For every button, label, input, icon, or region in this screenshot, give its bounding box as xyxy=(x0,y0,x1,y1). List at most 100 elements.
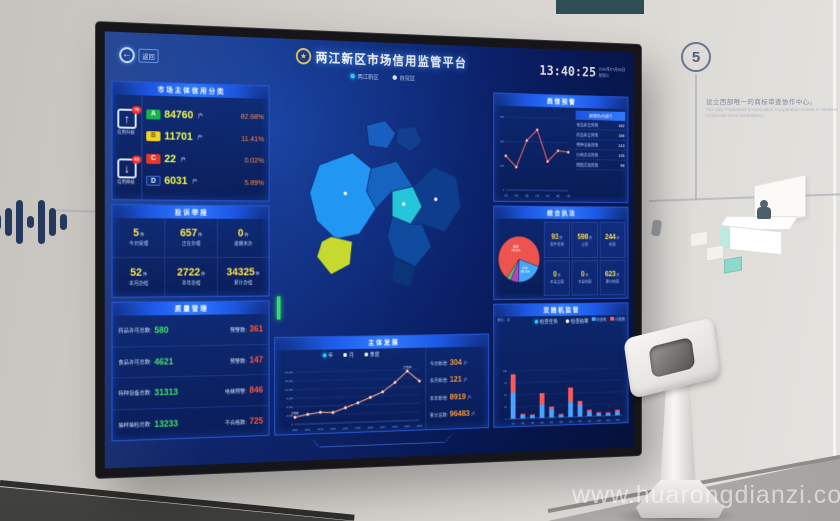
radio-dot-icon xyxy=(365,353,369,357)
complaint-panel: 投诉举报 5 件今日受理 657 件正在办理 0 件逾期未办 52 件本月办结 2722… xyxy=(112,204,270,298)
warning-label: 电梯预警: xyxy=(225,387,247,395)
development-chart-area: 年 月 季度 0 3,000 6,000 9,000 12,000 15,000 18,00… xyxy=(275,348,425,435)
svg-text:0: 0 xyxy=(503,188,505,192)
tile-unit: 件 xyxy=(589,235,592,240)
tile-label: 本月立案 xyxy=(550,279,564,285)
svg-text:6,000: 6,000 xyxy=(286,405,293,409)
list-value: 143 xyxy=(618,143,624,149)
mode-month[interactable]: 月 xyxy=(344,351,354,359)
wall-text-english: The only Trademark Examination Cooperati… xyxy=(706,107,838,119)
list-item[interactable]: 食品安全舆情 182 xyxy=(576,121,626,131)
list-item[interactable]: 价格违法舆情 126 xyxy=(576,151,626,161)
line-chart-svg: 01002003001月 2月 3月 4月 5月 6月 7月 xyxy=(496,109,572,199)
quality-value: 4621 xyxy=(154,356,173,366)
tab-liangjiang[interactable]: 两江新区 xyxy=(350,72,378,82)
illustration-person-body xyxy=(757,207,771,219)
tab-ftz[interactable]: 自贸区 xyxy=(393,73,416,82)
quality-label: 食品许可总数: xyxy=(118,358,151,367)
pie-chart-svg: 结案70.2%在办20.1% xyxy=(496,233,542,285)
cell-unit: 件 xyxy=(143,272,147,278)
stat-unit: 户 xyxy=(467,395,471,401)
svg-text:2020: 2020 xyxy=(417,423,423,427)
stat-row: 本月新增: 121 户 xyxy=(430,374,485,385)
toggle-tasks[interactable]: 检查任务 xyxy=(535,318,558,326)
mode-label: 季度 xyxy=(370,350,380,358)
credit-row-a: A 84760 户 82.68% xyxy=(146,108,264,123)
toggle-results[interactable]: 检查结果 xyxy=(566,317,589,325)
back-button[interactable]: ← 返回 xyxy=(119,47,158,64)
quality-label: 特种设备总数: xyxy=(118,389,151,398)
svg-text:200: 200 xyxy=(500,139,504,143)
grade-c-count: 22 xyxy=(164,153,176,165)
list-value: 182 xyxy=(618,123,624,129)
title-block: ★ 两江新区市场信用监管平台 xyxy=(296,47,467,71)
quality-label: 药品许可总数: xyxy=(118,326,151,334)
grade-b-percent: 11.41% xyxy=(241,134,264,143)
stat-row: 今日新增: 304 户 xyxy=(430,356,485,367)
cell-unit: 件 xyxy=(198,233,202,239)
milestone-number-badge: 5 xyxy=(681,42,711,72)
stat-value: 304 xyxy=(450,357,462,367)
stat-label: 本年新增: xyxy=(430,395,448,402)
sentiment-line-chart: 0 100 200 300 1月 2月 3月 4月 5月 6月 7月 xyxy=(494,105,573,201)
panel-body: 结案 70.2% 在办 20.1% 93 件案件受理 598 件立案 244 件结案 0件本… xyxy=(494,218,628,299)
enforcement-pie-chart: 结案 70.2% 在办 20.1% xyxy=(494,218,544,299)
list-value: 126 xyxy=(618,153,624,159)
stat-row: 累计总数: 96483 户 xyxy=(430,408,485,419)
mode-label: 年 xyxy=(328,351,333,359)
panel-title: 综合执法 xyxy=(494,206,628,219)
complaint-cell: 2722 件本年办结 xyxy=(166,257,218,296)
entity-development-panel: 主体发展 年 月 季度 0 3,000 6,000 9,000 12,000 15,000… xyxy=(274,333,489,435)
development-line-chart: 0 3,000 6,000 9,000 12,000 15,000 18,000 2010 20… xyxy=(275,359,425,435)
svg-text:2017: 2017 xyxy=(380,425,386,429)
stat-value: 8919 xyxy=(450,391,466,401)
warning-value: 147 xyxy=(249,354,263,364)
weekday-line: 星期三 xyxy=(598,73,625,80)
list-item[interactable]: 药品安全舆情 165 xyxy=(576,131,626,141)
map-region[interactable] xyxy=(366,120,395,148)
cell-unit: 件 xyxy=(201,272,205,278)
mode-label: 月 xyxy=(349,351,354,359)
kiosk-screen-slot xyxy=(648,337,695,379)
tile-unit: 件 xyxy=(558,273,561,279)
grade-b-badge: B xyxy=(146,131,160,141)
list-item[interactable]: 网络交易舆情 98 xyxy=(576,161,626,171)
panel-body: 年 月 季度 0 3,000 6,000 9,000 12,000 15,000 18,00… xyxy=(275,346,488,434)
grade-a-unit: 户 xyxy=(198,111,203,119)
map-region[interactable] xyxy=(310,152,376,239)
mode-year[interactable]: 年 xyxy=(323,351,333,359)
upgrade-label: 信用升级 xyxy=(117,130,136,136)
svg-text:1月: 1月 xyxy=(504,193,508,197)
list-label: 价格违法舆情 xyxy=(576,152,598,158)
warning-value: 846 xyxy=(249,385,263,395)
illustration-cube xyxy=(724,256,742,273)
tile-label: 案件受理 xyxy=(550,242,564,248)
radio-dot-icon xyxy=(323,353,327,357)
svg-text:2016: 2016 xyxy=(368,425,374,429)
svg-text:20.1%: 20.1% xyxy=(521,268,531,273)
cell-label: 今日受理 xyxy=(129,240,148,247)
map-marker xyxy=(434,198,437,202)
enforcement-panel: 综合执法 结案 70.2% 在办 20.1% 93 件案件受理 598 件立案 244 件结… xyxy=(493,206,628,301)
stat-tile: 0 件本月立案 xyxy=(544,260,570,296)
complaint-grid: 5 件今日受理 657 件正在办理 0 件逾期未办 52 件本月办结 2722 件本年办结… xyxy=(113,218,269,297)
region-tabs: 两江新区 自贸区 xyxy=(350,72,415,83)
back-arrow-icon: ← xyxy=(119,47,134,63)
svg-text:25: 25 xyxy=(504,405,507,409)
quality-row: 特种设备总数: 31313 电梯预警: 846 xyxy=(113,375,269,410)
svg-text:5月: 5月 xyxy=(546,194,550,198)
mode-quarter[interactable]: 季度 xyxy=(365,350,380,358)
tile-value: 244 xyxy=(605,233,616,241)
quality-row: 食品许可总数: 4621 预警数: 147 xyxy=(113,344,269,378)
map-region[interactable] xyxy=(397,126,422,152)
list-item[interactable]: 特种设备舆情 143 xyxy=(576,141,626,151)
line-chart-svg: 03,0006,0009,00012,00015,00018,0002010 20… xyxy=(276,360,425,433)
map-region[interactable] xyxy=(317,237,353,275)
svg-text:9,000: 9,000 xyxy=(286,396,293,400)
stat-value: 96483 xyxy=(450,409,470,419)
stat-unit: 户 xyxy=(471,412,475,418)
svg-text:300: 300 xyxy=(500,115,504,119)
illustration-cube xyxy=(706,244,724,261)
radio-dot-icon xyxy=(350,74,354,79)
svg-text:100: 100 xyxy=(500,163,504,167)
